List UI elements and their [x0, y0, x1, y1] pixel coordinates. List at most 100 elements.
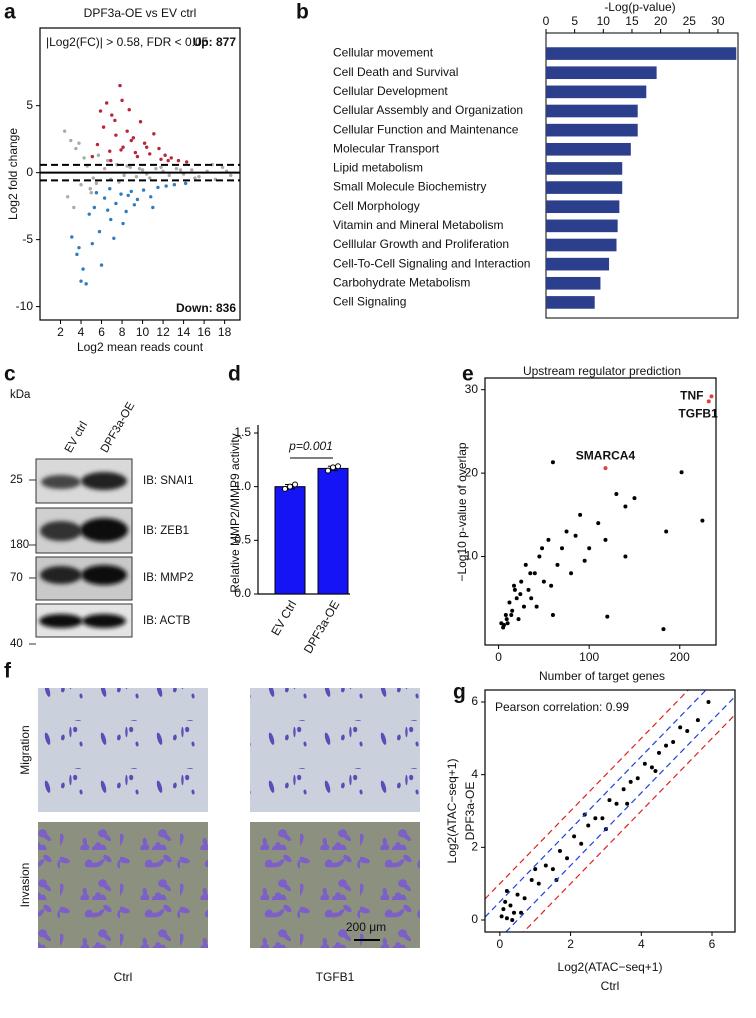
- point: [501, 907, 506, 912]
- point: [114, 133, 118, 137]
- point: [131, 136, 136, 140]
- point: [605, 614, 610, 619]
- category-label: Cellular Development: [333, 84, 448, 98]
- annotation: |Log2(FC)| > 0.58, FDR < 0.05: [46, 35, 209, 49]
- point: [105, 208, 110, 212]
- point: [541, 579, 546, 584]
- x-tick-label: 200: [670, 650, 690, 664]
- panel-label: c: [4, 363, 16, 386]
- point: [157, 146, 161, 151]
- point: [529, 878, 534, 883]
- x-axis-label: Ctrl: [601, 979, 620, 993]
- point: [104, 101, 109, 105]
- point: [102, 196, 107, 200]
- point: [156, 185, 160, 190]
- point: [504, 888, 509, 893]
- point: [148, 176, 152, 180]
- replicate-point: [292, 481, 298, 488]
- point: [526, 587, 531, 592]
- point: [621, 787, 626, 792]
- point: [112, 236, 116, 240]
- point: [653, 769, 658, 774]
- point: [220, 165, 225, 170]
- point: [503, 899, 508, 904]
- point: [579, 841, 584, 846]
- point: [528, 571, 533, 576]
- point: [84, 282, 88, 286]
- plot-frame: [545, 32, 739, 319]
- point: [79, 279, 83, 283]
- point: [533, 867, 538, 872]
- point: [519, 910, 524, 915]
- point: [121, 221, 125, 226]
- point: [543, 863, 548, 868]
- point: [623, 554, 628, 559]
- point: [511, 910, 516, 915]
- point: [519, 579, 524, 584]
- point: [132, 203, 137, 207]
- category-label: Cellular Function and Maintenance: [333, 122, 519, 136]
- x-tick-label: 18: [218, 325, 232, 339]
- western-blot: kDa EV ctrl DPF3a-OE 25 180 70 40 IB: SN…: [10, 389, 194, 650]
- point: [102, 166, 107, 171]
- point: [709, 394, 714, 399]
- lane-label: DPF3a-OE: [99, 400, 138, 455]
- bar: [546, 257, 610, 271]
- x-tick-label: 0: [495, 650, 502, 664]
- x-tick-label: 10: [136, 325, 150, 339]
- point: [94, 191, 99, 195]
- bar: [546, 276, 601, 290]
- bar: [546, 123, 638, 137]
- x-tick-label: 15: [625, 14, 639, 28]
- point: [70, 235, 74, 239]
- panel-label: g: [453, 681, 466, 704]
- x-tick-label: 4: [638, 937, 645, 951]
- x-tick-label: 30: [711, 14, 725, 28]
- bar: [546, 296, 595, 309]
- point: [159, 165, 163, 170]
- micrographs: Migration Invasion Ctrl TGFB1 200 μm: [18, 688, 420, 984]
- point: [193, 176, 197, 180]
- point: [717, 682, 721, 686]
- point: [555, 562, 560, 567]
- marker-label: 25: [10, 474, 23, 486]
- point: [504, 617, 509, 622]
- point: [108, 187, 112, 191]
- row-label: Migration: [18, 725, 32, 774]
- point: [586, 823, 591, 828]
- category-label: Vitamin and Mineral Metabolism: [333, 218, 504, 232]
- point: [163, 153, 167, 157]
- plot-frame: [484, 377, 717, 646]
- y-tick-label: 0.0: [234, 586, 251, 600]
- point: [623, 504, 628, 509]
- point: [129, 138, 133, 143]
- point: [502, 622, 507, 627]
- point: [159, 157, 163, 161]
- x-tick-label: 2: [567, 937, 574, 951]
- bar: [546, 66, 657, 80]
- point: [540, 546, 545, 551]
- column-label: TGFB1: [316, 970, 355, 984]
- y-tick-label: -10: [16, 299, 34, 313]
- x-tick-label: 0: [497, 937, 504, 951]
- point: [706, 699, 711, 704]
- point: [664, 743, 669, 748]
- bar: [546, 238, 617, 252]
- point: [557, 848, 562, 853]
- chart-title: DPF3a-OE vs EV ctrl: [84, 6, 197, 20]
- point: [176, 158, 181, 163]
- x-axis-label: Log2(ATAC−seq+1): [558, 960, 663, 974]
- point: [119, 148, 123, 152]
- point: [614, 491, 619, 496]
- point: [510, 918, 515, 923]
- y-tick-label: 1.5: [234, 425, 251, 439]
- category-label: Cell Signaling: [333, 295, 406, 309]
- point: [505, 621, 510, 626]
- reference-line: [522, 714, 735, 932]
- replicate-point: [325, 467, 331, 474]
- x-tick-label: 25: [683, 14, 697, 28]
- blot-band: [81, 565, 127, 585]
- point: [632, 496, 637, 501]
- point-label: TGFB1: [678, 407, 718, 421]
